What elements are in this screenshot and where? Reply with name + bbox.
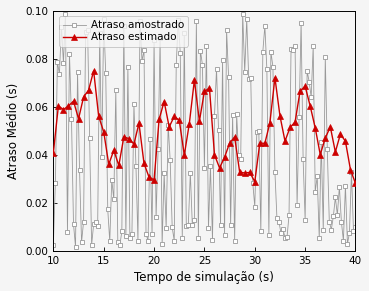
Y-axis label: Atraso Médio (s): Atraso Médio (s) xyxy=(7,83,20,179)
Atraso amostrado xyxy=(353,225,358,229)
Atraso amostrado xyxy=(267,233,271,237)
Atraso amostrado xyxy=(351,229,356,232)
Atraso amostrado xyxy=(51,243,56,247)
Atraso amostrado xyxy=(246,77,251,81)
Atraso estimado xyxy=(217,166,222,170)
Atraso amostrado xyxy=(73,245,78,249)
Atraso estimado xyxy=(51,151,56,155)
Atraso estimado xyxy=(117,164,121,167)
Atraso estimado xyxy=(238,170,242,174)
Atraso amostrado xyxy=(200,63,205,66)
Atraso estimado xyxy=(127,137,131,140)
Line: Atraso estimado: Atraso estimado xyxy=(50,68,359,187)
Atraso amostrado xyxy=(241,12,245,16)
Atraso estimado xyxy=(92,69,96,73)
Atraso amostrado xyxy=(237,154,241,157)
X-axis label: Tempo de simulação (s): Tempo de simulação (s) xyxy=(134,271,275,284)
Line: Atraso amostrado: Atraso amostrado xyxy=(51,12,358,249)
Atraso estimado xyxy=(353,182,358,185)
Atraso estimado xyxy=(318,153,323,156)
Atraso amostrado xyxy=(160,242,164,246)
Legend: Atraso amostrado, Atraso estimado: Atraso amostrado, Atraso estimado xyxy=(59,16,188,47)
Atraso estimado xyxy=(162,100,166,103)
